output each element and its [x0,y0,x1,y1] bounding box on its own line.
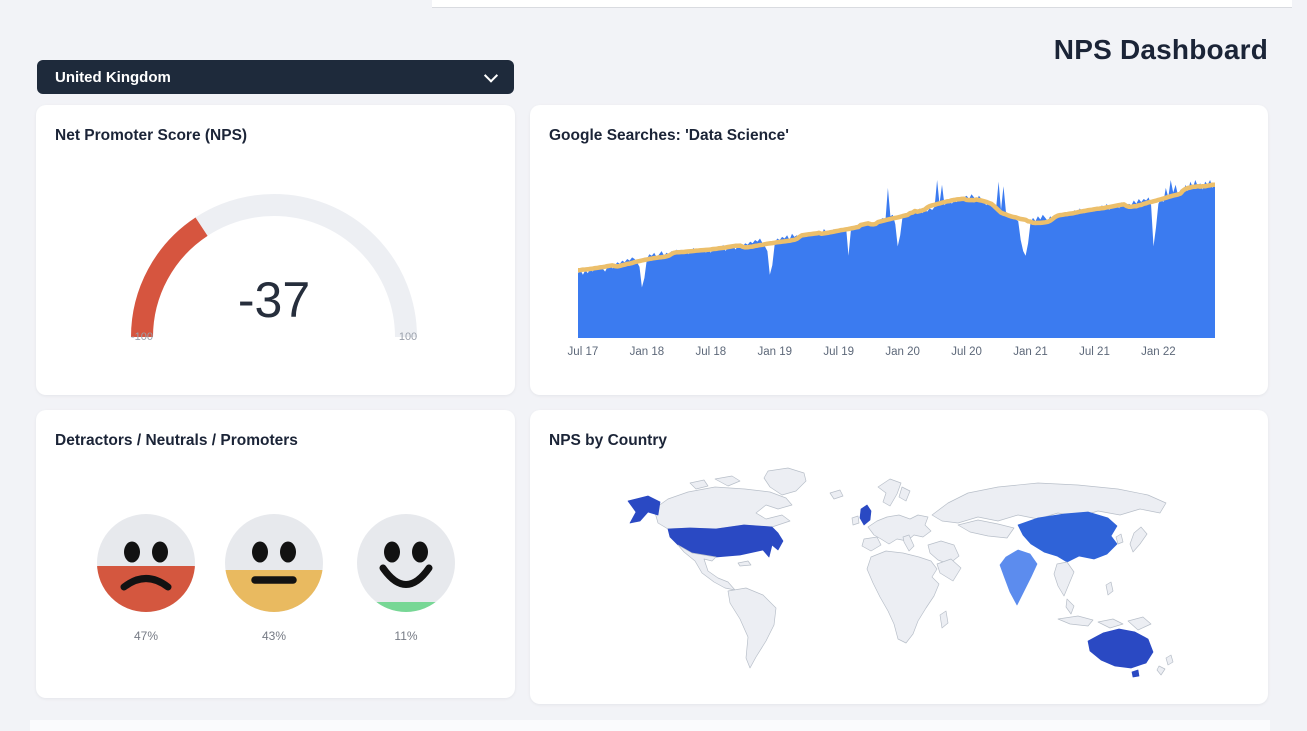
nps-gauge-card: Net Promoter Score (NPS) -37 -100 100 [36,105,515,395]
happy-mouth [379,564,433,588]
bottom-embed-strip [30,720,1270,731]
x-axis: Jul 17 Jan 18 Jul 18 Jan 19 Jul 19 Jan 20 Jul … [568,346,1215,362]
page-title: NPS Dashboard [1053,34,1268,65]
sad-mouth [120,575,172,591]
x-axis-label: Jul 21 [1079,346,1110,358]
gauge-value: -37 [237,272,311,328]
map-title: NPS by Country [549,432,667,449]
x-axis-label: Jul 19 [823,346,855,358]
gauge-max-label: 100 [398,331,418,343]
world-choropleth-map [627,467,1174,678]
x-axis-label: Jan 20 [885,346,920,358]
faces-title: Detractors / Neutrals / Promoters [55,432,298,449]
country-select[interactable]: United Kingdom [37,60,514,94]
detractors-percent: 47% [133,629,159,643]
nps-by-country-card: NPS by Country [530,410,1268,704]
x-axis-label: Jul 17 [567,346,599,358]
top-embed-strip [432,0,1292,8]
detractors-sad-face-icon [97,514,195,612]
x-axis-label: Jan 21 [1013,346,1048,358]
country-select-value: United Kingdom [55,68,171,86]
gauge-fill-arc [131,217,208,338]
nps-gauge-title: Net Promoter Score (NPS) [55,127,248,144]
gauge-min-label: -100 [130,331,154,343]
chevron-down-icon [483,68,499,83]
x-axis-label: Jul 18 [695,346,727,358]
x-axis-label: Jan 19 [757,346,793,358]
x-axis-label: Jan 22 [1141,346,1176,358]
detractors-neutrals-promoters-card: Detractors / Neutrals / Promoters 47% 43… [36,410,515,698]
neutrals-percent: 43% [261,629,287,643]
trend-line [578,182,1215,273]
neutrals-neutral-face-icon [225,514,323,612]
x-axis-label: Jul 20 [951,346,982,358]
nps-gauge-chart [131,194,417,338]
searches-area-chart [578,180,1215,338]
promoters-happy-face-icon [357,514,455,612]
google-searches-title: Google Searches: 'Data Science' [549,127,789,144]
x-axis-label: Jan 18 [629,346,665,358]
google-searches-card: Google Searches: 'Data Science' Jul 17 Ja… [530,105,1268,395]
area-series [578,180,1215,338]
promoters-percent: 11% [394,629,418,643]
